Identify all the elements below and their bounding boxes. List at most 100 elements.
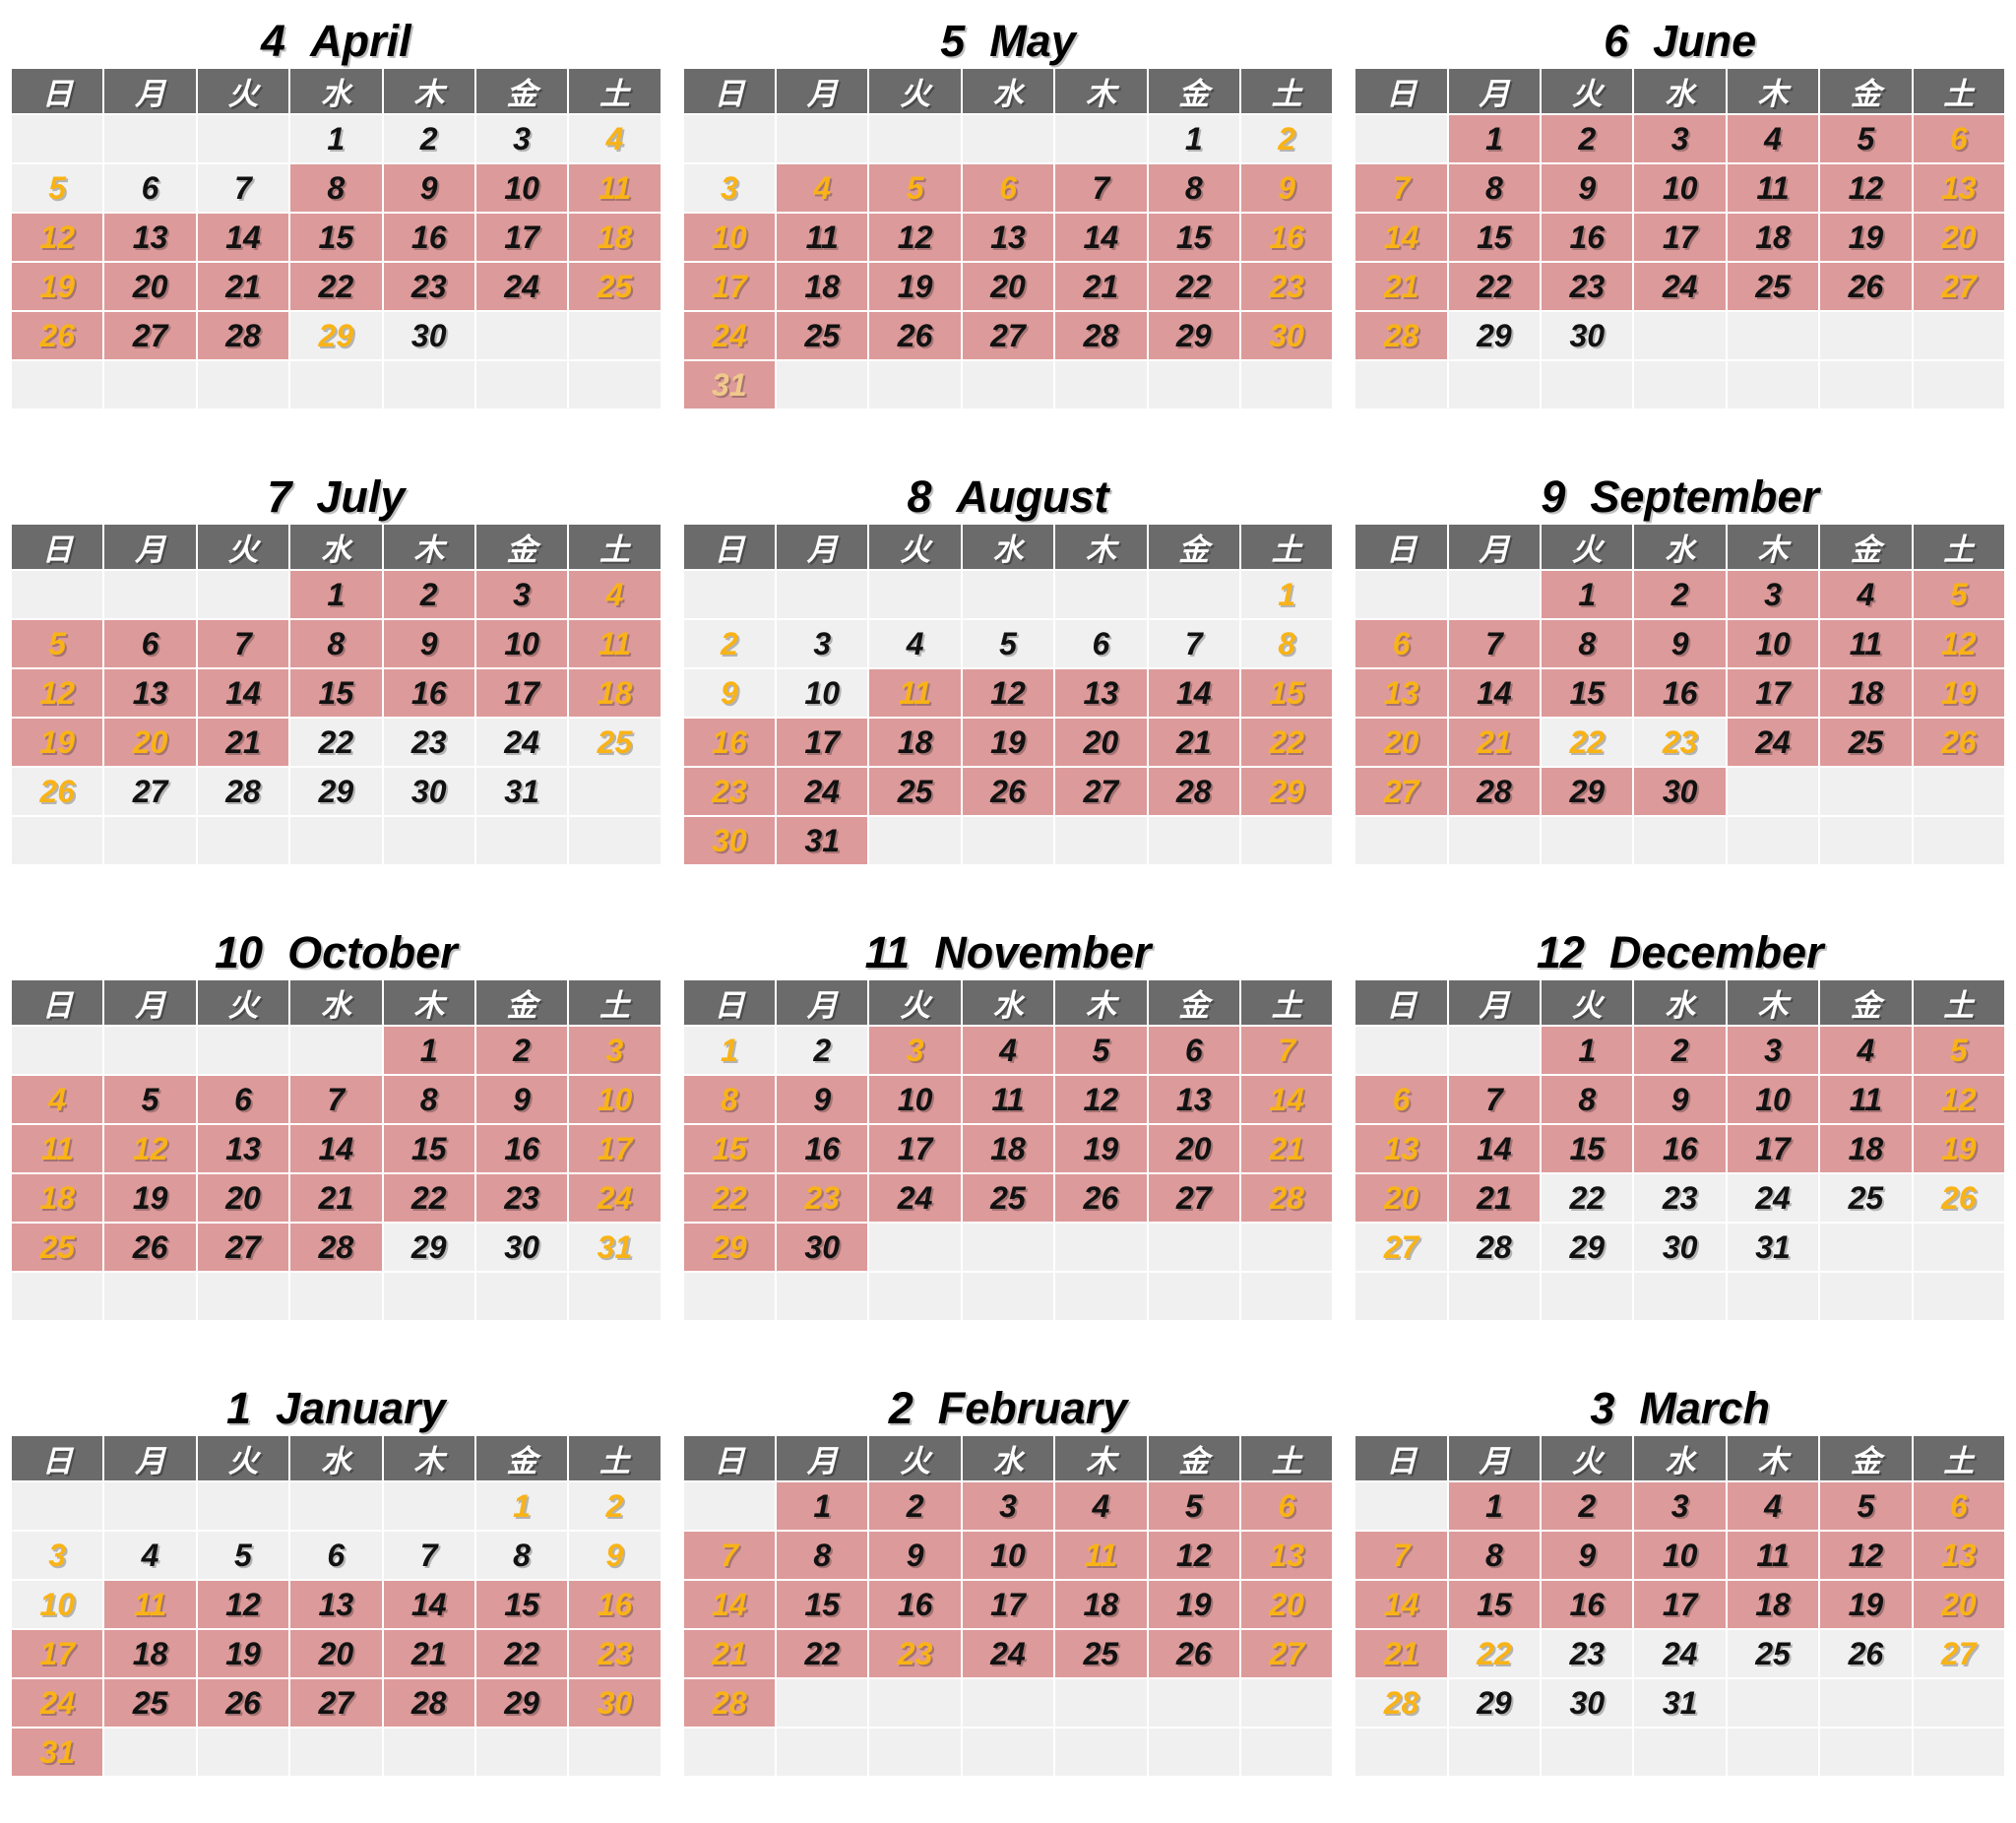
day-cell[interactable]: 14 — [197, 669, 289, 717]
day-cell[interactable]: 1 — [1448, 115, 1541, 162]
day-cell[interactable]: 3 — [683, 164, 776, 212]
day-cell[interactable]: 4 — [104, 1532, 196, 1579]
day-cell[interactable]: 24 — [475, 263, 568, 310]
day-cell[interactable]: 5 — [1055, 1027, 1147, 1074]
day-cell[interactable]: 30 — [383, 768, 474, 815]
day-cell[interactable]: 16 — [777, 1125, 868, 1172]
day-cell[interactable]: 5 — [1820, 115, 1912, 162]
day-cell[interactable]: 27 — [962, 312, 1054, 359]
day-cell[interactable]: 26 — [1820, 263, 1912, 310]
day-cell[interactable]: 17 — [569, 1125, 661, 1172]
day-cell[interactable]: 7 — [197, 620, 289, 667]
day-cell[interactable]: 4 — [1727, 1482, 1819, 1530]
day-cell[interactable]: 6 — [962, 164, 1054, 212]
day-cell[interactable]: 19 — [1913, 1125, 2004, 1172]
day-cell[interactable]: 26 — [197, 1679, 289, 1727]
day-cell[interactable]: 5 — [1913, 571, 2004, 618]
day-cell[interactable]: 6 — [1240, 1482, 1333, 1530]
day-cell[interactable]: 21 — [290, 1174, 382, 1222]
day-cell[interactable]: 21 — [1148, 719, 1239, 766]
day-cell[interactable]: 6 — [1913, 115, 2004, 162]
day-cell[interactable]: 10 — [12, 1581, 103, 1628]
day-cell[interactable]: 27 — [1148, 1174, 1239, 1222]
day-cell[interactable]: 2 — [383, 115, 474, 162]
day-cell[interactable]: 10 — [777, 669, 868, 717]
day-cell[interactable]: 12 — [1913, 1076, 2004, 1123]
day-cell[interactable]: 13 — [104, 669, 196, 717]
day-cell[interactable]: 23 — [1634, 1174, 1726, 1222]
day-cell[interactable]: 18 — [569, 214, 661, 261]
day-cell[interactable]: 31 — [569, 1224, 661, 1271]
day-cell[interactable]: 15 — [777, 1581, 868, 1628]
day-cell[interactable]: 8 — [290, 620, 382, 667]
day-cell[interactable]: 18 — [962, 1125, 1054, 1172]
day-cell[interactable]: 5 — [1148, 1482, 1239, 1530]
day-cell[interactable]: 14 — [290, 1125, 382, 1172]
day-cell[interactable]: 10 — [869, 1076, 961, 1123]
day-cell[interactable]: 6 — [104, 164, 196, 212]
day-cell[interactable]: 24 — [1634, 1630, 1726, 1677]
day-cell[interactable]: 29 — [475, 1679, 568, 1727]
day-cell[interactable]: 23 — [1240, 263, 1333, 310]
day-cell[interactable]: 18 — [1055, 1581, 1147, 1628]
day-cell[interactable]: 8 — [1240, 620, 1333, 667]
day-cell[interactable]: 10 — [475, 164, 568, 212]
day-cell[interactable]: 26 — [869, 312, 961, 359]
day-cell[interactable]: 25 — [1820, 719, 1912, 766]
day-cell[interactable]: 30 — [1634, 768, 1726, 815]
day-cell[interactable]: 2 — [683, 620, 776, 667]
day-cell[interactable]: 3 — [475, 571, 568, 618]
day-cell[interactable]: 3 — [869, 1027, 961, 1074]
day-cell[interactable]: 12 — [1913, 620, 2004, 667]
day-cell[interactable]: 20 — [1913, 214, 2004, 261]
day-cell[interactable]: 13 — [1055, 669, 1147, 717]
day-cell[interactable]: 13 — [1355, 669, 1447, 717]
day-cell[interactable]: 31 — [1727, 1224, 1819, 1271]
day-cell[interactable]: 22 — [1542, 719, 1633, 766]
day-cell[interactable]: 25 — [1820, 1174, 1912, 1222]
day-cell[interactable]: 11 — [569, 164, 661, 212]
day-cell[interactable]: 30 — [683, 817, 776, 864]
day-cell[interactable]: 11 — [962, 1076, 1054, 1123]
day-cell[interactable]: 4 — [1727, 115, 1819, 162]
day-cell[interactable]: 1 — [1542, 571, 1633, 618]
day-cell[interactable]: 24 — [1727, 719, 1819, 766]
day-cell[interactable]: 26 — [1055, 1174, 1147, 1222]
day-cell[interactable]: 12 — [869, 214, 961, 261]
day-cell[interactable]: 22 — [383, 1174, 474, 1222]
day-cell[interactable]: 8 — [1148, 164, 1239, 212]
day-cell[interactable]: 1 — [1148, 115, 1239, 162]
day-cell[interactable]: 29 — [290, 768, 382, 815]
day-cell[interactable]: 31 — [777, 817, 868, 864]
day-cell[interactable]: 30 — [1634, 1224, 1726, 1271]
day-cell[interactable]: 4 — [569, 571, 661, 618]
day-cell[interactable]: 5 — [12, 620, 103, 667]
day-cell[interactable]: 23 — [383, 263, 474, 310]
day-cell[interactable]: 7 — [1240, 1027, 1333, 1074]
day-cell[interactable]: 20 — [1055, 719, 1147, 766]
day-cell[interactable]: 19 — [12, 719, 103, 766]
day-cell[interactable]: 7 — [197, 164, 289, 212]
day-cell[interactable]: 15 — [1240, 669, 1333, 717]
day-cell[interactable]: 18 — [1727, 1581, 1819, 1628]
day-cell[interactable]: 24 — [777, 768, 868, 815]
day-cell[interactable]: 8 — [777, 1532, 868, 1579]
day-cell[interactable]: 19 — [104, 1174, 196, 1222]
day-cell[interactable]: 10 — [1634, 164, 1726, 212]
day-cell[interactable]: 23 — [383, 719, 474, 766]
day-cell[interactable]: 14 — [383, 1581, 474, 1628]
day-cell[interactable]: 5 — [1820, 1482, 1912, 1530]
day-cell[interactable]: 27 — [290, 1679, 382, 1727]
day-cell[interactable]: 20 — [290, 1630, 382, 1677]
day-cell[interactable]: 1 — [1448, 1482, 1541, 1530]
day-cell[interactable]: 10 — [1634, 1532, 1726, 1579]
day-cell[interactable]: 28 — [1355, 312, 1447, 359]
day-cell[interactable]: 9 — [1634, 1076, 1726, 1123]
day-cell[interactable]: 29 — [1542, 768, 1633, 815]
day-cell[interactable]: 1 — [475, 1482, 568, 1530]
day-cell[interactable]: 26 — [12, 312, 103, 359]
day-cell[interactable]: 9 — [1634, 620, 1726, 667]
day-cell[interactable]: 11 — [1727, 164, 1819, 212]
day-cell[interactable]: 3 — [1634, 115, 1726, 162]
day-cell[interactable]: 25 — [12, 1224, 103, 1271]
